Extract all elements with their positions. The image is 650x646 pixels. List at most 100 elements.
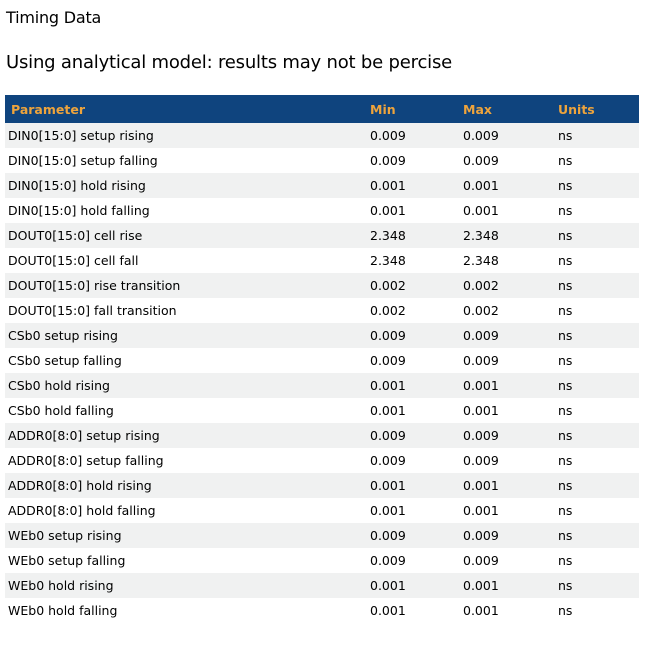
table-row: WEb0 setup falling 0.009 0.009 ns xyxy=(5,548,639,573)
max-cell: 0.001 xyxy=(463,403,499,418)
units-cell: ns xyxy=(558,553,573,568)
parameter-cell: DOUT0[15:0] cell fall xyxy=(8,253,139,268)
table-row: ADDR0[8:0] hold falling 0.001 0.001 ns xyxy=(5,498,639,523)
parameter-cell: ADDR0[8:0] hold falling xyxy=(8,503,156,518)
table-row: DIN0[15:0] setup falling 0.009 0.009 ns xyxy=(5,148,639,173)
min-cell: 0.001 xyxy=(370,203,406,218)
units-cell: ns xyxy=(558,178,573,193)
table-row: DOUT0[15:0] fall transition 0.002 0.002 … xyxy=(5,298,639,323)
parameter-cell: CSb0 hold falling xyxy=(8,403,114,418)
table-row: DIN0[15:0] setup rising 0.009 0.009 ns xyxy=(5,123,639,148)
table-row: DOUT0[15:0] rise transition 0.002 0.002 … xyxy=(5,273,639,298)
units-cell: ns xyxy=(558,228,573,243)
parameter-cell: ADDR0[8:0] hold rising xyxy=(8,478,152,493)
min-cell: 0.001 xyxy=(370,478,406,493)
units-cell: ns xyxy=(558,253,573,268)
table-row: CSb0 setup falling 0.009 0.009 ns xyxy=(5,348,639,373)
page-title: Timing Data xyxy=(6,8,102,27)
units-cell: ns xyxy=(558,428,573,443)
timing-report-page: Timing Data Using analytical model: resu… xyxy=(5,8,639,623)
table-row: ADDR0[8:0] setup falling 0.009 0.009 ns xyxy=(5,448,639,473)
max-cell: 0.009 xyxy=(463,553,499,568)
max-cell: 0.009 xyxy=(463,153,499,168)
max-cell: 0.001 xyxy=(463,378,499,393)
min-cell: 0.009 xyxy=(370,453,406,468)
min-cell: 0.009 xyxy=(370,153,406,168)
table-row: DIN0[15:0] hold falling 0.001 0.001 ns xyxy=(5,198,639,223)
max-cell: 0.002 xyxy=(463,303,499,318)
max-cell: 0.009 xyxy=(463,353,499,368)
min-cell: 0.009 xyxy=(370,128,406,143)
min-cell: 0.009 xyxy=(370,353,406,368)
max-cell: 0.001 xyxy=(463,203,499,218)
parameter-cell: WEb0 setup rising xyxy=(8,528,122,543)
min-cell: 0.001 xyxy=(370,603,406,618)
parameter-cell: ADDR0[8:0] setup falling xyxy=(8,453,164,468)
parameter-cell: ADDR0[8:0] setup rising xyxy=(8,428,160,443)
min-cell: 0.001 xyxy=(370,403,406,418)
parameter-cell: DOUT0[15:0] cell rise xyxy=(8,228,143,243)
parameter-cell: DIN0[15:0] hold falling xyxy=(8,203,150,218)
column-header-max: Max xyxy=(463,95,558,123)
units-cell: ns xyxy=(558,453,573,468)
page-subtitle: Using analytical model: results may not … xyxy=(6,52,453,73)
min-cell: 2.348 xyxy=(370,228,406,243)
table-row: CSb0 hold falling 0.001 0.001 ns xyxy=(5,398,639,423)
min-cell: 0.009 xyxy=(370,328,406,343)
max-cell: 0.009 xyxy=(463,428,499,443)
table-row: DOUT0[15:0] cell fall 2.348 2.348 ns xyxy=(5,248,639,273)
units-cell: ns xyxy=(558,403,573,418)
table-row: CSb0 setup rising 0.009 0.009 ns xyxy=(5,323,639,348)
min-cell: 0.009 xyxy=(370,528,406,543)
units-cell: ns xyxy=(558,128,573,143)
max-cell: 0.001 xyxy=(463,478,499,493)
table-header-row: Parameter Min Max Units xyxy=(5,95,639,123)
max-cell: 0.002 xyxy=(463,278,499,293)
min-cell: 0.001 xyxy=(370,378,406,393)
parameter-cell: DIN0[15:0] setup rising xyxy=(8,128,154,143)
max-cell: 2.348 xyxy=(463,253,499,268)
table-row: ADDR0[8:0] hold rising 0.001 0.001 ns xyxy=(5,473,639,498)
units-cell: ns xyxy=(558,478,573,493)
parameter-cell: DIN0[15:0] hold rising xyxy=(8,178,146,193)
max-cell: 0.009 xyxy=(463,328,499,343)
units-cell: ns xyxy=(558,203,573,218)
min-cell: 2.348 xyxy=(370,253,406,268)
units-cell: ns xyxy=(558,378,573,393)
min-cell: 0.009 xyxy=(370,428,406,443)
min-cell: 0.001 xyxy=(370,503,406,518)
units-cell: ns xyxy=(558,328,573,343)
max-cell: 0.009 xyxy=(463,128,499,143)
min-cell: 0.001 xyxy=(370,578,406,593)
column-header-units: Units xyxy=(558,95,639,123)
units-cell: ns xyxy=(558,528,573,543)
units-cell: ns xyxy=(558,303,573,318)
min-cell: 0.002 xyxy=(370,278,406,293)
table-row: WEb0 hold falling 0.001 0.001 ns xyxy=(5,598,639,623)
column-header-parameter: Parameter xyxy=(5,95,370,123)
table-row: CSb0 hold rising 0.001 0.001 ns xyxy=(5,373,639,398)
parameter-cell: DIN0[15:0] setup falling xyxy=(8,153,158,168)
parameter-cell: CSb0 hold rising xyxy=(8,378,110,393)
units-cell: ns xyxy=(558,278,573,293)
max-cell: 0.001 xyxy=(463,503,499,518)
units-cell: ns xyxy=(558,353,573,368)
min-cell: 0.009 xyxy=(370,553,406,568)
parameter-cell: WEb0 setup falling xyxy=(8,553,126,568)
units-cell: ns xyxy=(558,578,573,593)
max-cell: 0.009 xyxy=(463,528,499,543)
parameter-cell: WEb0 hold rising xyxy=(8,578,114,593)
min-cell: 0.002 xyxy=(370,303,406,318)
parameter-cell: WEb0 hold falling xyxy=(8,603,118,618)
max-cell: 0.001 xyxy=(463,178,499,193)
min-cell: 0.001 xyxy=(370,178,406,193)
parameter-cell: DOUT0[15:0] fall transition xyxy=(8,303,177,318)
max-cell: 0.001 xyxy=(463,603,499,618)
parameter-cell: CSb0 setup falling xyxy=(8,353,122,368)
table-row: ADDR0[8:0] setup rising 0.009 0.009 ns xyxy=(5,423,639,448)
timing-data-table: Parameter Min Max Units DIN0[15:0] setup… xyxy=(5,95,639,623)
units-cell: ns xyxy=(558,503,573,518)
column-header-min: Min xyxy=(370,95,463,123)
max-cell: 2.348 xyxy=(463,228,499,243)
table-row: DOUT0[15:0] cell rise 2.348 2.348 ns xyxy=(5,223,639,248)
